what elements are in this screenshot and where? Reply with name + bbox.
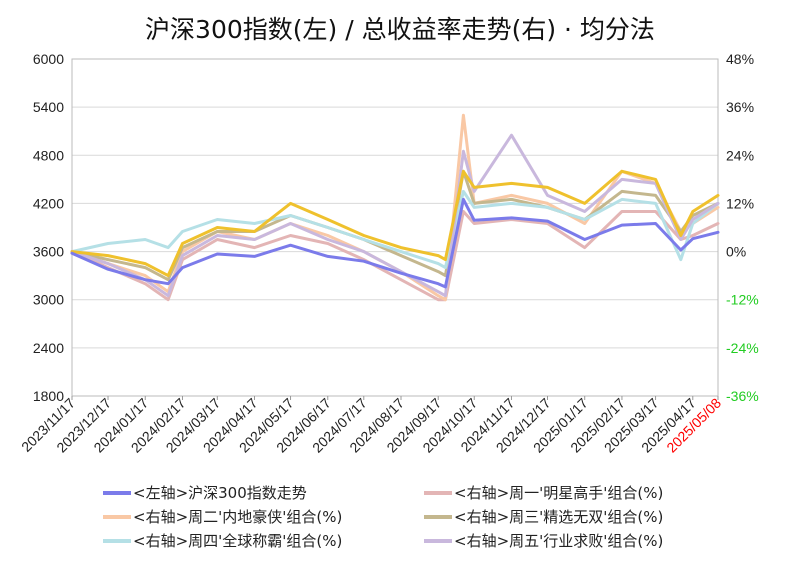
legend-label: <右轴>周五'行业求败'组合(%) — [454, 532, 663, 550]
y-right-tick-label: 0% — [726, 244, 746, 260]
series-lines — [70, 113, 720, 302]
series-line-0 — [70, 197, 720, 289]
y-right-tick-label: -12% — [726, 292, 759, 308]
y-left-tick-label: 6000 — [33, 51, 64, 67]
series-line-3 — [70, 169, 720, 282]
y-left-tick-label: 3600 — [33, 244, 64, 260]
plot-area — [71, 58, 719, 397]
y-right-tick-label: 36% — [726, 99, 754, 115]
legend-label: <右轴>周四'全球称霸'组合(%) — [133, 532, 342, 550]
y-right-tick-label: 12% — [726, 195, 754, 211]
y-left-tick-label: 4200 — [33, 195, 64, 211]
chart-title: 沪深300指数(左) / 总收益率走势(右) · 均分法 — [145, 15, 655, 44]
y-right-tick-label: -24% — [726, 340, 759, 356]
legend-label: <右轴>周二'内地豪侠'组合(%) — [133, 508, 342, 526]
y-left-tick-label: 5400 — [33, 99, 64, 115]
grid-lines — [72, 58, 718, 397]
series-line-6 — [70, 169, 720, 278]
y-left-tick-label: 4800 — [33, 147, 64, 163]
legend-label: <右轴>周三'精选无双'组合(%) — [454, 508, 663, 526]
y-axis-left: 6000 5400 4800 4200 3600 3000 2400 1800 — [33, 51, 64, 404]
legend-label: <左轴>沪深300指数走势 — [133, 484, 307, 502]
x-axis: 2023/11/172023/12/172024/01/172024/02/17… — [18, 395, 724, 456]
y-left-tick-label: 2400 — [33, 340, 64, 356]
series-line-4 — [70, 189, 720, 270]
y-right-tick-label: 48% — [726, 51, 754, 67]
series-line-5 — [70, 133, 720, 298]
legend: <左轴>沪深300指数走势 <右轴>周一'明星高手'组合(%) <右轴>周二'内地豪… — [103, 484, 663, 550]
y-right-tick-label: 24% — [726, 147, 754, 163]
y-right-tick-label: -36% — [726, 388, 759, 404]
y-left-tick-label: 1800 — [33, 388, 64, 404]
y-left-tick-label: 3000 — [33, 292, 64, 308]
y-axis-right: 48% 36% 24% 12% 0% -12% -24% -36% — [726, 51, 759, 404]
legend-label: <右轴>周一'明星高手'组合(%) — [454, 484, 663, 502]
